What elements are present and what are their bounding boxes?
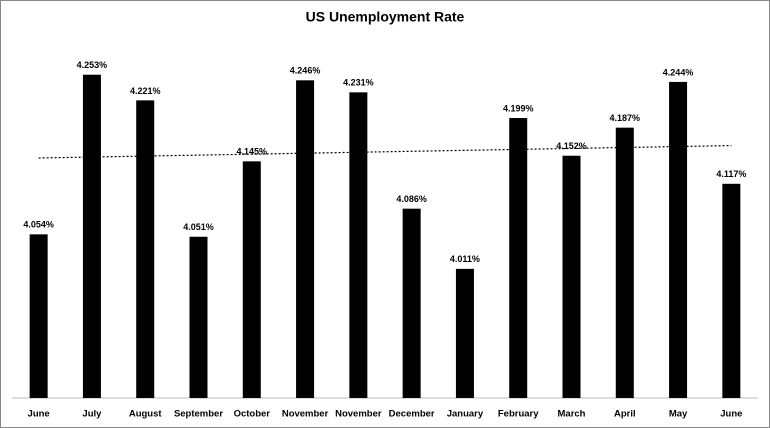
bar [349, 92, 368, 398]
x-tick-label: May [669, 409, 688, 420]
x-tick-label: February [498, 409, 539, 420]
data-label: 4.011% [450, 254, 480, 264]
data-label: 4.054% [23, 220, 54, 230]
x-tick-label: June [720, 409, 742, 420]
bar [296, 80, 315, 398]
data-label: 4.086% [396, 194, 427, 204]
trendline [38, 144, 732, 159]
bar [29, 234, 48, 398]
bar [562, 155, 581, 398]
x-tick-label: March [558, 409, 586, 420]
x-tick-label: November [335, 409, 382, 420]
data-label: 4.244% [663, 67, 694, 77]
bar [189, 236, 208, 398]
bar [136, 100, 155, 399]
data-label: 4.253% [77, 60, 108, 70]
x-tick-label: June [28, 409, 50, 420]
x-tick-label: July [82, 409, 102, 420]
x-tick-label: August [129, 409, 163, 420]
data-label: 4.152% [556, 141, 587, 151]
data-label: 4.221% [130, 86, 161, 96]
x-tick-label: April [614, 409, 636, 420]
data-label: 4.051% [183, 222, 214, 232]
chart-title: US Unemployment Rate [306, 9, 465, 25]
bar [722, 183, 741, 398]
bar [455, 268, 474, 398]
data-label: 4.199% [503, 103, 534, 113]
bar [242, 161, 261, 398]
bar [82, 74, 101, 399]
x-tick-label: January [447, 409, 484, 420]
data-label: 4.231% [343, 78, 374, 88]
x-tick-label: October [234, 409, 271, 420]
data-label: 4.246% [290, 66, 321, 76]
bar [669, 81, 688, 399]
data-label: 4.187% [610, 113, 641, 123]
bar [402, 208, 421, 398]
bar [509, 118, 528, 398]
x-tick-label: November [282, 409, 329, 420]
data-label: 4.145% [237, 147, 268, 157]
bar [615, 127, 634, 398]
data-label: 4.117% [716, 169, 746, 179]
x-tick-label: December [389, 409, 435, 420]
x-tick-label: September [174, 409, 223, 420]
